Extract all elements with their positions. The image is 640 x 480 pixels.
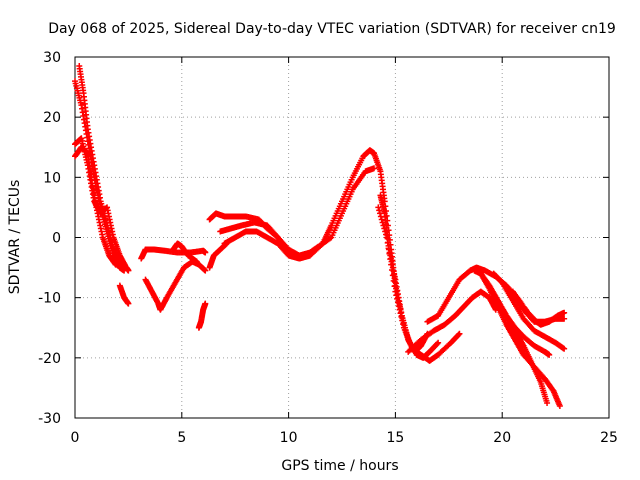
data-point [378,216,385,223]
data-point [385,245,392,252]
data-point [125,300,132,307]
data-point [390,277,397,284]
y-tick-label: 10 [43,170,61,186]
y-tick-label: -30 [38,411,61,427]
x-tick-label: 25 [600,430,618,446]
data-point [371,165,378,172]
series-sat-d [72,135,132,274]
data-point [397,310,404,317]
series-sat-g [142,258,209,313]
y-tick-label: 20 [43,110,61,126]
data-point [391,283,398,290]
data-point [544,399,551,406]
data-point [388,266,395,273]
data-point [375,204,382,211]
series-sat-w [509,288,568,328]
series-sat-i [195,300,209,331]
data-point [379,219,386,226]
data-point [202,267,209,274]
data-point [398,313,405,320]
data-point [434,340,441,347]
data-point [377,213,384,220]
series-sat-b [76,63,121,265]
data-point [384,239,391,246]
x-axis-label: GPS time / hours [281,458,398,474]
chart-title: Day 068 of 2025, Sidereal Day-to-day VTE… [48,21,616,37]
series-sat-m [221,147,442,361]
data-point [456,330,463,337]
data-point [546,351,553,358]
data-point [193,258,200,265]
data-point [383,234,390,241]
series-sat-e [116,282,132,307]
data-point [396,306,403,313]
y-tick-label: 0 [52,231,61,247]
data-point [380,222,387,229]
x-tick-label: 20 [493,430,511,446]
data-point [387,256,394,263]
data-point [382,228,389,235]
data-point [389,272,396,279]
x-tick-label: 15 [386,430,404,446]
data-point [435,339,442,346]
series-sat-j [206,240,230,271]
data-point [561,309,568,316]
data-point [392,288,399,295]
y-tick-label: 30 [43,50,61,66]
axis-ticks: 0 5 10 15 20 25 -30 -20 -10 0 10 20 30 [38,50,618,446]
data-point [202,300,209,307]
data-point [386,250,393,257]
plot-frame [74,56,610,419]
data-points [72,63,568,409]
y-tick-label: -10 [38,291,61,307]
data-point [400,321,407,328]
data-point [393,292,400,299]
data-point [455,331,462,338]
series-sat-o [375,204,463,364]
data-point [556,402,563,409]
x-tick-label: 0 [71,430,80,446]
data-point [395,303,402,310]
data-point [377,210,384,217]
x-tick-label: 5 [177,430,186,446]
data-point [561,315,568,322]
data-point [383,231,390,238]
series-sat-h [170,240,200,265]
data-point [394,299,401,306]
series-sat-t [482,276,553,358]
data-point [376,207,383,214]
data-point [399,317,406,324]
data-point [388,261,395,268]
data-point [202,249,209,256]
y-tick-label: -20 [38,351,61,367]
x-tick-label: 10 [280,430,298,446]
data-point [561,345,568,352]
data-point [394,295,401,302]
data-point [381,225,388,232]
y-axis-label: SDTVAR / TECUs [7,180,23,295]
series-sat-p [405,288,499,355]
data-point [125,267,132,274]
